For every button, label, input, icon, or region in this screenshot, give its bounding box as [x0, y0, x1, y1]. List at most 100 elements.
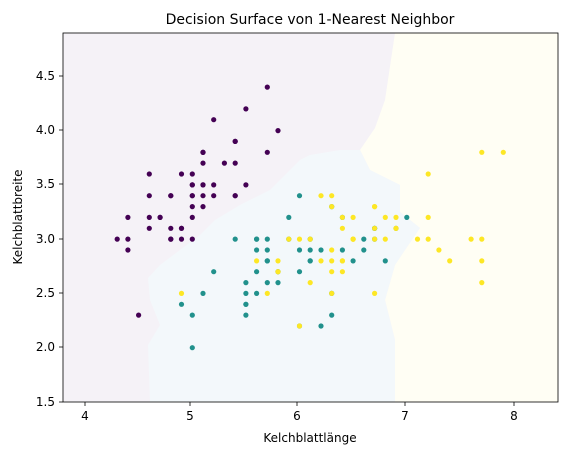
- data-point: [296, 269, 303, 275]
- data-point: [425, 236, 431, 242]
- data-point: [404, 214, 410, 220]
- data-point: [307, 236, 313, 242]
- data-point: [254, 269, 260, 275]
- data-point: [339, 269, 345, 275]
- data-point: [275, 128, 281, 134]
- data-point: [232, 193, 238, 199]
- x-tick-label: 6: [293, 409, 301, 423]
- data-point: [189, 204, 195, 210]
- data-point: [211, 117, 217, 123]
- data-point: [479, 280, 485, 286]
- data-point: [329, 269, 335, 275]
- data-point: [318, 258, 324, 264]
- data-point: [275, 269, 281, 275]
- data-point: [243, 290, 249, 296]
- data-point: [114, 236, 120, 242]
- data-point: [372, 225, 378, 231]
- data-point: [200, 160, 206, 166]
- data-point: [168, 225, 174, 231]
- data-point: [329, 247, 335, 253]
- y-axis-label: Kelchblattbreite: [11, 170, 25, 265]
- y-tick-label: 1.5: [36, 395, 55, 409]
- data-point: [307, 258, 313, 264]
- y-tick-label: 4.5: [36, 69, 55, 83]
- data-point: [146, 193, 152, 199]
- data-point: [136, 312, 142, 318]
- region-versicolor: [148, 33, 420, 402]
- data-point: [329, 204, 335, 210]
- data-point: [372, 236, 378, 242]
- y-tick-label: 2.5: [36, 286, 55, 300]
- data-point: [339, 258, 345, 264]
- data-point: [468, 236, 474, 242]
- data-point: [125, 247, 131, 253]
- data-point: [447, 258, 453, 264]
- data-point: [425, 171, 431, 177]
- data-point: [232, 236, 238, 242]
- x-tick-label: 8: [510, 409, 518, 423]
- data-point: [189, 214, 195, 220]
- data-point: [329, 312, 335, 318]
- data-point: [296, 247, 303, 253]
- data-point: [146, 214, 152, 220]
- data-point: [178, 290, 185, 296]
- data-point: [307, 280, 313, 286]
- data-point: [264, 247, 270, 253]
- data-point: [232, 138, 238, 144]
- region-virginica: [360, 33, 558, 402]
- data-point: [243, 301, 249, 307]
- data-point: [254, 258, 260, 264]
- y-tick-label: 3.5: [36, 177, 55, 191]
- y-tick-label: 2.0: [36, 340, 55, 354]
- data-point: [329, 193, 335, 199]
- data-point: [350, 236, 356, 242]
- data-point: [211, 269, 217, 275]
- data-point: [254, 236, 260, 242]
- data-point: [200, 290, 206, 296]
- data-point: [200, 182, 206, 188]
- data-point: [264, 149, 270, 155]
- data-point: [372, 204, 378, 210]
- data-point: [221, 160, 227, 166]
- data-point: [329, 290, 335, 296]
- data-point: [339, 214, 345, 220]
- data-point: [361, 247, 367, 253]
- data-point: [178, 236, 185, 242]
- data-point: [372, 290, 378, 296]
- data-point: [382, 236, 388, 242]
- data-point: [382, 214, 388, 220]
- data-point: [243, 312, 249, 318]
- data-point: [168, 236, 174, 242]
- data-point: [178, 225, 185, 231]
- data-point: [232, 160, 238, 166]
- data-point: [264, 280, 270, 286]
- data-point: [393, 214, 399, 220]
- data-point: [125, 214, 131, 220]
- data-point: [146, 171, 152, 177]
- data-point: [264, 290, 270, 296]
- data-point: [178, 301, 185, 307]
- data-point: [382, 258, 388, 264]
- data-point: [264, 258, 270, 264]
- data-point: [146, 225, 152, 231]
- data-point: [243, 280, 249, 286]
- data-point: [350, 214, 356, 220]
- x-tick-label: 4: [81, 409, 89, 423]
- data-point: [479, 236, 485, 242]
- data-point: [425, 214, 431, 220]
- data-point: [189, 236, 195, 242]
- data-point: [275, 280, 281, 286]
- data-point: [189, 193, 195, 199]
- data-point: [350, 258, 356, 264]
- x-tick-label: 5: [186, 409, 194, 423]
- data-point: [200, 204, 206, 210]
- chart-title: Decision Surface von 1-Nearest Neighbor: [166, 12, 455, 28]
- data-point: [329, 258, 335, 264]
- data-point: [211, 182, 217, 188]
- data-point: [393, 225, 399, 231]
- data-point: [125, 236, 131, 242]
- data-point: [168, 193, 174, 199]
- data-point: [189, 345, 195, 351]
- data-point: [339, 225, 345, 231]
